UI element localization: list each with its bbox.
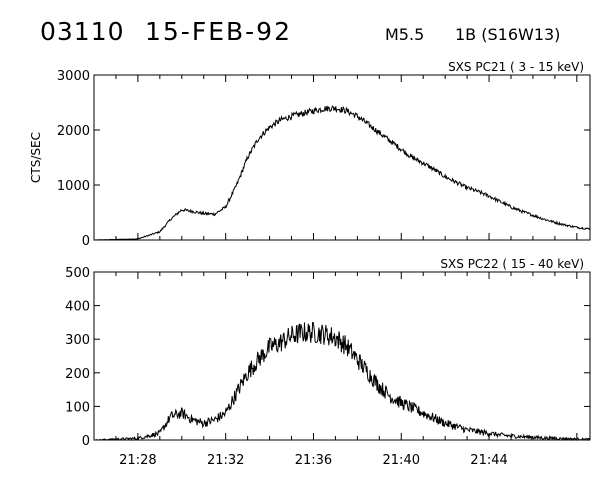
flare-class: M5.5 (385, 25, 424, 44)
x-tick-label: 21:32 (207, 453, 244, 468)
x-tick-label: 21:28 (119, 453, 156, 468)
y-tick-label: 200 (65, 367, 90, 382)
count-rate-line (94, 105, 591, 241)
x-tick-label: 21:36 (295, 453, 332, 468)
y-tick-label: 300 (65, 333, 90, 348)
channel-title: SXS PC21 ( 3 - 15 keV) (448, 60, 584, 74)
y-tick-label: 0 (82, 434, 90, 449)
channel-title: SXS PC22 ( 15 - 40 keV) (440, 257, 584, 271)
event-id: 03110 (40, 17, 125, 46)
chart-panels: SXS PC21 ( 3 - 15 keV)0100020003000CTS/S… (29, 60, 591, 468)
y-tick-label: 0 (82, 234, 90, 249)
count-rate-line (94, 321, 591, 442)
y-tick-label: 400 (65, 300, 90, 315)
y-tick-label: 1000 (57, 179, 90, 194)
x-tick-label: 21:40 (383, 453, 420, 468)
y-axis-title: CTS/SEC (29, 132, 43, 183)
plot-frame (93, 271, 591, 441)
y-tick-label: 500 (65, 266, 90, 281)
panel-1: SXS PC21 ( 3 - 15 keV) 0 1000 2000 3000 CTS/S… (29, 60, 591, 249)
panel-2: SXS PC22 ( 15 - 40 keV) 0 100 200 300 400 500 2… (65, 257, 591, 468)
event-date: 15-FEB-92 (145, 17, 292, 46)
y-tick-label: 100 (65, 400, 90, 415)
plot-frame (93, 74, 591, 241)
optical-location: 1B (S16W13) (455, 25, 560, 44)
y-tick-label: 3000 (57, 69, 90, 84)
header: 03110 15-FEB-92 M5.5 1B (S16W13) (40, 17, 560, 46)
y-tick-label: 2000 (57, 124, 90, 139)
x-tick-label: 21:44 (470, 453, 507, 468)
